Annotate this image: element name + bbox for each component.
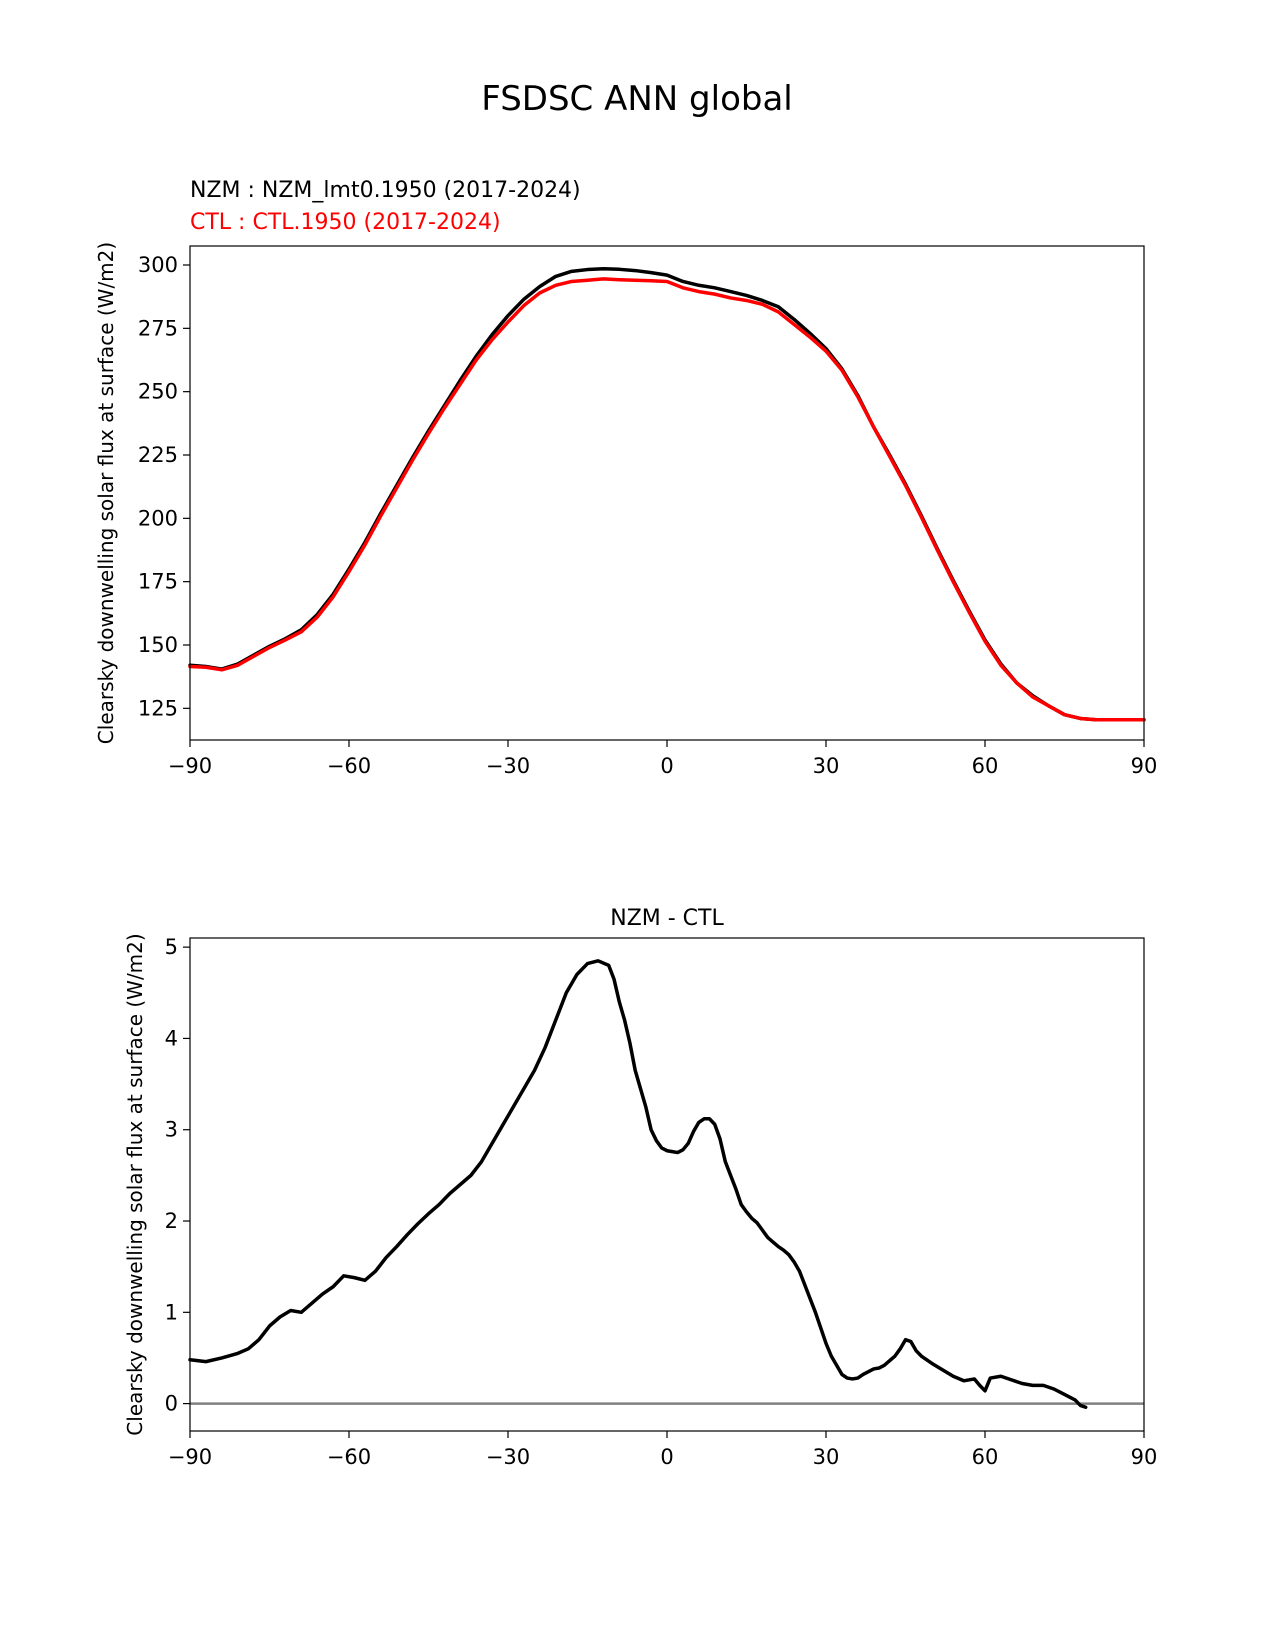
bottom-x-tick-label: −60 [327, 1445, 371, 1469]
top-series-line-ctl [188, 277, 1146, 722]
bottom-x-tick-label: 60 [972, 1445, 999, 1469]
top-x-tick-label: −60 [327, 754, 371, 778]
bottom-x-tick-label: 30 [813, 1445, 840, 1469]
top-series-group [188, 267, 1146, 722]
top-x-axis: −90 −60 −30 0 30 60 90 [168, 740, 1158, 778]
bottom-y-tick-label: 3 [165, 1118, 178, 1142]
top-y-tick-label: 150 [138, 633, 178, 657]
top-plot-frame [189, 245, 1145, 741]
top-y-axis-label: Clearsky downwelling solar flux at surfa… [94, 242, 118, 744]
top-y-tick-label: 225 [138, 443, 178, 467]
top-x-tick-label: 90 [1131, 754, 1158, 778]
bottom-x-tick-label: −30 [486, 1445, 530, 1469]
top-y-tick-label: 125 [138, 696, 178, 720]
bottom-series-line-nzm-ctl [188, 959, 1088, 1410]
top-y-tick-label: 300 [138, 253, 178, 277]
legend-line-nzm: NZM : NZM_lmt0.1950 (2017-2024) [190, 178, 581, 203]
bottom-x-tick-label: 90 [1131, 1445, 1158, 1469]
bottom-y-tick-label: 2 [165, 1209, 178, 1233]
top-x-tick-label: 60 [972, 754, 999, 778]
top-y-axis: 125 150 175 200 225 250 275 300 [138, 253, 190, 720]
bottom-plot-frame [189, 937, 1145, 1432]
bottom-y-tick-label: 5 [165, 935, 178, 959]
top-x-tick-label: 0 [660, 754, 673, 778]
bottom-series-group [188, 959, 1088, 1410]
top-x-tick-label: −30 [486, 754, 530, 778]
bottom-y-axis-label: Clearsky downwelling solar flux at surfa… [123, 933, 147, 1435]
top-x-tick-label: 30 [813, 754, 840, 778]
top-x-tick-label: −90 [168, 754, 212, 778]
top-y-tick-label: 200 [138, 506, 178, 530]
top-y-tick-label: 250 [138, 380, 178, 404]
bottom-y-tick-label: 1 [165, 1300, 178, 1324]
top-y-tick-label: 175 [138, 570, 178, 594]
bottom-x-tick-label: 0 [660, 1445, 673, 1469]
bottom-y-tick-label: 0 [165, 1392, 178, 1416]
legend-line-ctl: CTL : CTL.1950 (2017-2024) [190, 210, 501, 235]
top-chart-panel: NZM : NZM_lmt0.1950 (2017-2024) CTL : CT… [94, 178, 1157, 778]
bottom-y-tick-label: 4 [165, 1026, 178, 1050]
bottom-x-axis: −90 −60 −30 0 30 60 90 [168, 1431, 1158, 1469]
top-y-tick-label: 275 [138, 316, 178, 340]
bottom-chart-title: NZM - CTL [610, 906, 724, 931]
bottom-y-axis: 0 1 2 3 4 5 [165, 935, 190, 1416]
top-series-line-nzm [188, 267, 1146, 722]
figure-title: FSDSC ANN global [481, 79, 792, 119]
bottom-chart-panel: NZM - CTL 0 1 2 3 4 5 −90 −60 −30 0 30 60 90 Clears… [123, 906, 1157, 1469]
bottom-x-tick-label: −90 [168, 1445, 212, 1469]
